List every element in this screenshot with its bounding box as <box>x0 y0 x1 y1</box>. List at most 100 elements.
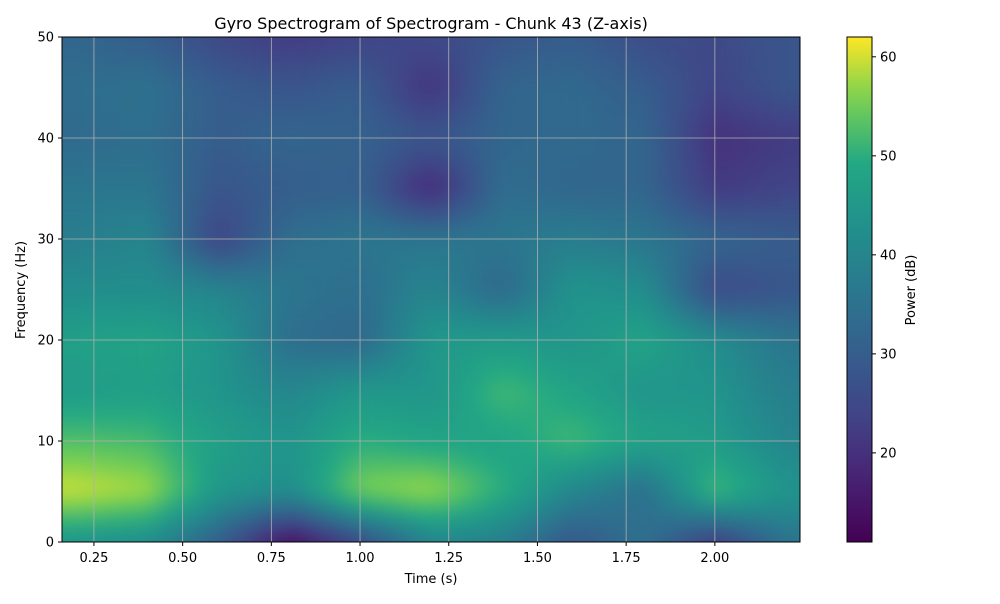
heatmap-cell <box>136 275 156 291</box>
heatmap-cell <box>780 466 800 481</box>
heatmap-cell <box>504 207 524 222</box>
heatmap-cell <box>228 398 248 413</box>
heatmap-cell <box>670 344 689 359</box>
heatmap-cell <box>522 234 542 250</box>
heatmap-cell <box>743 139 763 154</box>
heatmap-cell <box>302 139 322 154</box>
heatmap-cell <box>670 466 689 481</box>
heatmap-cell <box>412 153 432 168</box>
heatmap-cell <box>394 330 414 345</box>
heatmap-cell <box>155 57 175 72</box>
heatmap-cell <box>522 507 542 522</box>
heatmap-cell <box>817 140 836 154</box>
heatmap-cell <box>247 466 267 481</box>
heatmap-cell <box>412 248 432 263</box>
heatmap-cell <box>504 357 524 372</box>
heatmap-cell <box>265 248 285 263</box>
heatmap-cell <box>578 248 598 263</box>
heatmap-cell <box>62 521 64 536</box>
heatmap-cell <box>743 207 763 222</box>
heatmap-cell <box>191 439 211 454</box>
heatmap-cell <box>651 344 671 359</box>
heatmap-cell <box>100 17 119 31</box>
plot-area <box>27 17 836 563</box>
heatmap-cell <box>559 534 579 542</box>
heatmap-cell <box>596 303 616 318</box>
heatmap-cell <box>486 57 506 72</box>
heatmap-cell <box>725 125 745 141</box>
heatmap-cell <box>467 439 487 454</box>
heatmap-cell <box>27 17 46 31</box>
heatmap-cell <box>651 316 671 331</box>
heatmap-cell <box>375 303 395 318</box>
heatmap-cell <box>467 153 487 168</box>
heatmap-cell <box>449 207 469 222</box>
heatmap-cell <box>375 37 395 45</box>
heatmap-cell <box>118 166 138 182</box>
heatmap-cell <box>136 166 156 182</box>
heatmap-cell <box>357 534 377 542</box>
heatmap-cell <box>357 289 377 304</box>
heatmap-cell <box>798 248 800 263</box>
heatmap-cell <box>412 71 432 86</box>
heatmap-cell <box>706 316 726 331</box>
heatmap-cell <box>394 521 414 536</box>
heatmap-cell <box>228 357 248 372</box>
heatmap-cell <box>431 112 450 127</box>
heatmap-cell <box>614 112 634 127</box>
heatmap-cell <box>283 357 303 372</box>
heatmap-cell <box>614 480 634 495</box>
heatmap-cell <box>559 44 579 59</box>
heatmap-cell <box>320 71 340 86</box>
heatmap-cell <box>725 207 745 222</box>
heatmap-cell <box>357 466 377 481</box>
heatmap-cell <box>578 84 598 100</box>
heatmap-cell <box>339 425 359 441</box>
heatmap-cell <box>265 534 285 542</box>
heatmap-cell <box>63 439 83 454</box>
heatmap-cell <box>412 357 432 372</box>
heatmap-cell <box>559 139 579 154</box>
heatmap-cell <box>339 521 359 536</box>
heatmap-cell <box>81 139 101 154</box>
heatmap-cell <box>136 153 156 168</box>
heatmap-cell <box>431 466 450 481</box>
heatmap-cell <box>302 98 322 113</box>
heatmap-cell <box>706 303 726 318</box>
heatmap-cell <box>228 371 248 386</box>
heatmap-cell <box>173 507 193 522</box>
heatmap-cell <box>578 330 598 345</box>
heatmap-cell <box>706 507 726 522</box>
heatmap-cell <box>136 453 156 468</box>
heatmap-cell <box>283 494 303 509</box>
heatmap-cell <box>412 275 432 291</box>
heatmap-cell <box>559 57 579 72</box>
heatmap-cell <box>431 439 450 454</box>
heatmap-cell <box>339 534 359 542</box>
heatmap-cell <box>375 98 395 113</box>
heatmap-cell <box>320 98 340 113</box>
heatmap-cell <box>486 398 506 413</box>
heatmap-cell <box>522 384 542 400</box>
heatmap-cell <box>357 344 377 359</box>
heatmap-cell <box>522 316 542 331</box>
heatmap-cell <box>81 412 101 427</box>
heatmap-cell <box>651 262 671 277</box>
heatmap-cell <box>412 221 432 236</box>
heatmap-cell <box>210 494 230 509</box>
heatmap-cell <box>394 371 414 386</box>
heatmap-cell <box>81 71 101 86</box>
heatmap-cell <box>394 425 414 441</box>
heatmap-cell <box>394 84 414 100</box>
heatmap-cell <box>265 303 285 318</box>
heatmap-cell <box>633 453 653 468</box>
heatmap-cell <box>743 303 763 318</box>
heatmap-cell <box>191 153 211 168</box>
heatmap-cell <box>541 112 561 127</box>
heatmap-cell <box>633 330 653 345</box>
heatmap-cell <box>136 57 156 72</box>
heatmap-cell <box>45 549 64 563</box>
heatmap-cell <box>431 166 450 182</box>
heatmap-cell <box>449 71 469 86</box>
heatmap-cell <box>136 371 156 386</box>
